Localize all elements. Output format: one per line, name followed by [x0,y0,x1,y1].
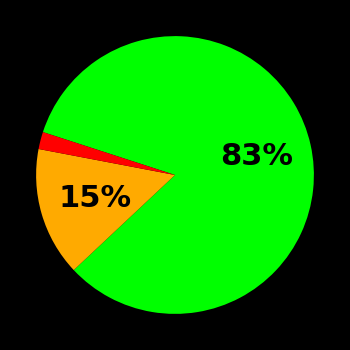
Wedge shape [38,132,175,175]
Text: 15%: 15% [58,184,132,213]
Wedge shape [43,36,314,314]
Text: 83%: 83% [220,142,293,171]
Wedge shape [36,149,175,270]
